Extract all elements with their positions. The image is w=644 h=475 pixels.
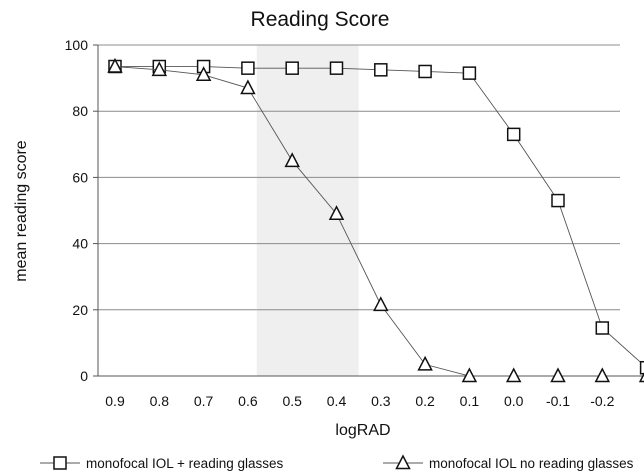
legend-item: monofocal IOL no reading glasses bbox=[383, 454, 634, 471]
square-point bbox=[551, 193, 565, 208]
x-tick-label: 0.6 bbox=[238, 393, 258, 409]
x-tick-label: 0.9 bbox=[105, 393, 125, 409]
square-point bbox=[329, 61, 344, 75]
triangle-point bbox=[328, 205, 345, 221]
x-tick-label: 0.3 bbox=[371, 393, 391, 409]
triangle-point bbox=[550, 367, 566, 383]
x-tick-label: 0.4 bbox=[327, 393, 347, 409]
legend-triangle-marker bbox=[395, 454, 411, 470]
triangle-point bbox=[638, 372, 644, 383]
x-tick-label: 0.2 bbox=[415, 393, 435, 409]
triangle-point bbox=[461, 367, 478, 383]
triangle-point bbox=[594, 367, 611, 383]
y-tick-label: 40 bbox=[72, 236, 88, 252]
legend: monofocal IOL + reading glasses monofocal… bbox=[40, 454, 634, 471]
x-tick-label: 0.1 bbox=[460, 393, 480, 409]
square-point bbox=[462, 66, 477, 80]
y-tick-labels: 0 20 40 60 80 100 bbox=[65, 37, 89, 384]
square-point bbox=[639, 360, 644, 375]
y-tick-label: 100 bbox=[65, 37, 89, 53]
y-axis-label: mean reading score bbox=[13, 140, 30, 282]
x-tick-label: 0.0 bbox=[504, 393, 524, 409]
gridlines bbox=[93, 44, 620, 377]
y-tick-label: 0 bbox=[80, 368, 88, 384]
x-axis-label: logRAD bbox=[335, 422, 390, 439]
square-point bbox=[595, 321, 610, 335]
legend-label: monofocal IOL no reading glasses bbox=[429, 456, 634, 471]
square-point bbox=[241, 61, 255, 75]
x-tick-label: 0.8 bbox=[150, 393, 170, 409]
series-square bbox=[108, 59, 644, 375]
square-point bbox=[506, 127, 521, 142]
triangle-point bbox=[151, 61, 168, 77]
x-tick-label: -0.2 bbox=[590, 393, 614, 409]
y-tick-label: 80 bbox=[72, 103, 88, 119]
legend-item: monofocal IOL + reading glasses bbox=[40, 456, 283, 471]
x-tick-label: -0.1 bbox=[546, 393, 570, 409]
legend-label: monofocal IOL + reading glasses bbox=[86, 456, 283, 471]
triangle-point bbox=[195, 66, 212, 82]
triangle-point bbox=[107, 57, 123, 73]
x-tick-label: 0.5 bbox=[282, 393, 302, 409]
triangle-point bbox=[505, 367, 522, 383]
legend-square-marker bbox=[53, 456, 67, 470]
shaded-region bbox=[256, 45, 359, 376]
axes bbox=[97, 45, 620, 377]
triangle-point bbox=[417, 355, 433, 371]
y-tick-label: 60 bbox=[72, 169, 88, 185]
x-tick-label: 0.7 bbox=[194, 393, 214, 409]
triangle-point bbox=[240, 79, 256, 95]
chart-title: Reading Score bbox=[251, 8, 390, 31]
series-triangle bbox=[107, 57, 644, 383]
triangle-point bbox=[284, 152, 300, 168]
series-group bbox=[107, 57, 644, 383]
square-point bbox=[374, 63, 388, 77]
y-tick-label: 20 bbox=[72, 302, 88, 318]
square-point bbox=[285, 61, 299, 75]
triangle-point bbox=[373, 296, 389, 312]
x-tick-labels: 0.9 0.8 0.7 0.6 0.5 0.4 0.3 0.2 0.1 0.0 -0.1 -0.2 bbox=[105, 393, 614, 409]
triangle-series-line bbox=[114, 66, 644, 377]
square-point bbox=[418, 64, 432, 79]
